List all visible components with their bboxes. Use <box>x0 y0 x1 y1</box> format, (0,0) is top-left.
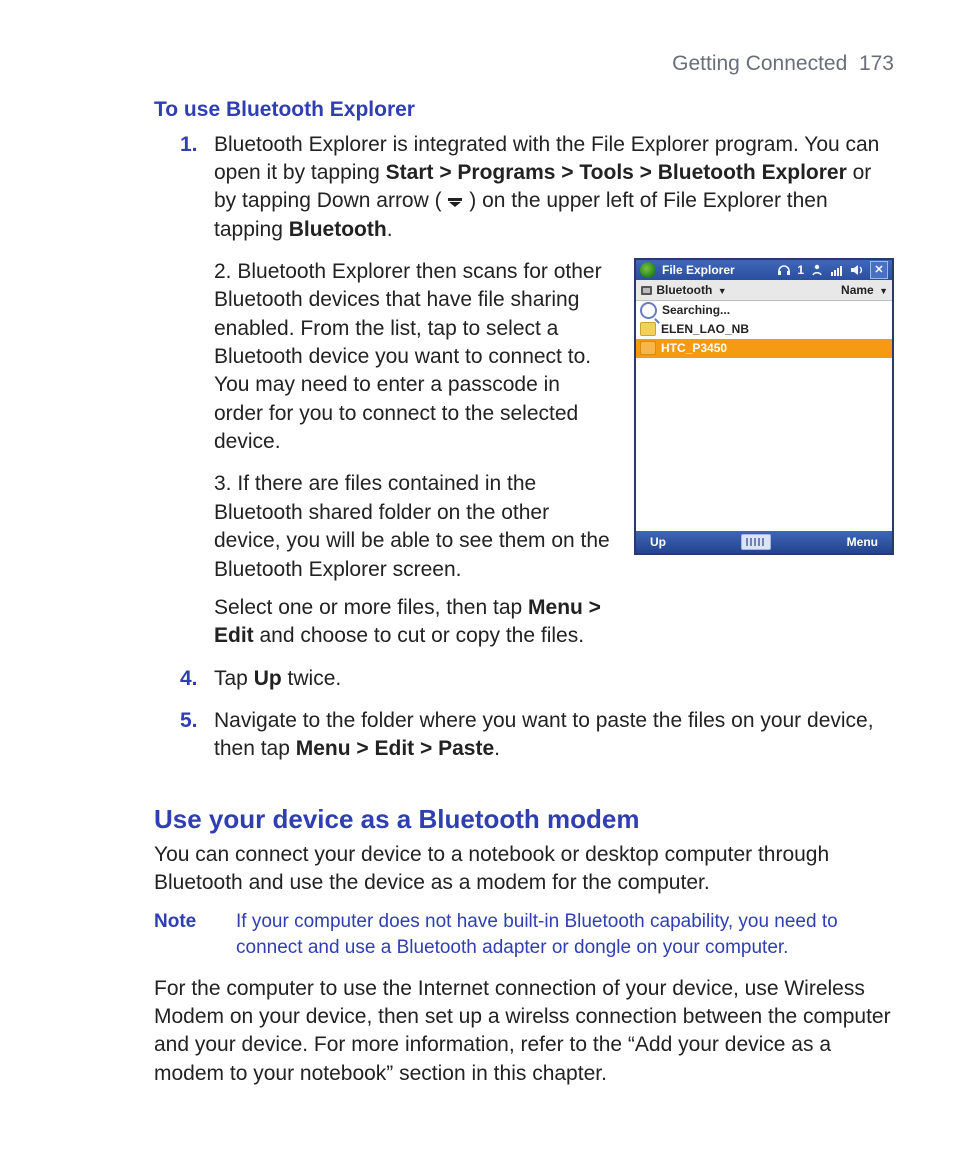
step-3-p2: Select one or more files, then tap Menu … <box>214 594 612 665</box>
sort-dropdown[interactable]: Name ▼ <box>841 282 888 298</box>
step-2-text: Bluetooth Explorer then scans for other … <box>214 260 602 453</box>
step-5: 5. Navigate to the folder where you want… <box>180 707 894 778</box>
device-titlebar: File Explorer 1 ✕ <box>636 260 892 280</box>
folder-icon <box>640 341 656 355</box>
folder-icon <box>640 322 656 336</box>
device-path-bar: Bluetooth ▼ Name ▼ <box>636 280 892 301</box>
path-dropdown[interactable]: Bluetooth ▼ <box>640 282 727 298</box>
step-number: 4. <box>180 665 198 693</box>
section-title-bluetooth-explorer: To use Bluetooth Explorer <box>154 96 894 124</box>
section-title-modem: Use your device as a Bluetooth modem <box>154 802 894 837</box>
start-flag-icon[interactable] <box>640 262 656 278</box>
app-title: File Explorer <box>662 262 771 278</box>
step-1-text: Bluetooth Explorer is integrated with th… <box>214 133 879 241</box>
close-icon[interactable]: ✕ <box>870 261 888 279</box>
keyboard-icon[interactable] <box>741 534 771 550</box>
search-icon <box>640 302 657 319</box>
running-header: Getting Connected 173 <box>60 50 894 78</box>
chevron-down-icon: ▼ <box>879 286 888 296</box>
list-item[interactable]: ELEN_LAO_NB <box>636 320 892 339</box>
softkey-up[interactable]: Up <box>650 534 666 550</box>
device-file-list[interactable]: Searching... ELEN_LAO_NB HTC_P3450 <box>636 301 892 531</box>
down-arrow-icon <box>447 197 463 207</box>
note-label: Note <box>154 909 210 960</box>
signal-icon[interactable] <box>830 263 844 277</box>
step-number: 2. <box>214 260 232 283</box>
softkey-menu[interactable]: Menu <box>847 534 878 550</box>
sync-icon[interactable] <box>810 263 824 277</box>
chapter-name: Getting Connected <box>672 52 847 75</box>
page-number: 173 <box>859 52 894 75</box>
step-2-and-3-row: 2. Bluetooth Explorer then scans for oth… <box>180 258 894 664</box>
indicator-number: 1 <box>797 262 804 278</box>
device-softkey-bar: Up Menu <box>636 531 892 553</box>
modem-paragraph-2: For the computer to use the Internet con… <box>154 975 894 1088</box>
list-item[interactable]: Searching... <box>636 301 892 320</box>
note-block: Note If your computer does not have buil… <box>154 909 894 960</box>
speaker-icon[interactable] <box>850 263 864 277</box>
modem-paragraph-1: You can connect your device to a noteboo… <box>154 841 894 898</box>
step-1: 1. Bluetooth Explorer is integrated with… <box>180 131 894 258</box>
list-item-selected[interactable]: HTC_P3450 <box>636 339 892 358</box>
step-number: 1. <box>180 131 198 159</box>
device-screenshot: File Explorer 1 ✕ Bluetooth ▼ <box>634 258 894 555</box>
note-text: If your computer does not have built-in … <box>236 909 894 960</box>
chevron-down-icon: ▼ <box>718 286 727 296</box>
headphones-icon[interactable] <box>777 263 791 277</box>
step-4: 4. Tap Up twice. <box>180 665 894 707</box>
step-3-p1: If there are files contained in the Blue… <box>214 472 610 580</box>
step-number: 5. <box>180 707 198 735</box>
instruction-list: 1. Bluetooth Explorer is integrated with… <box>180 131 894 778</box>
step-number: 3. <box>214 472 232 495</box>
